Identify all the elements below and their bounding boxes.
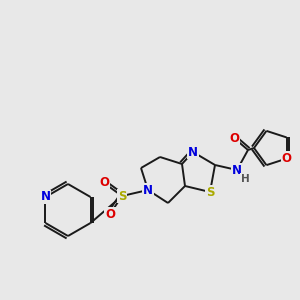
Text: N: N <box>188 146 198 158</box>
Text: S: S <box>206 185 214 199</box>
Text: O: O <box>99 176 109 190</box>
Text: N: N <box>40 190 50 203</box>
Text: N: N <box>143 184 153 196</box>
Text: N: N <box>232 164 242 176</box>
Text: H: H <box>241 174 249 184</box>
Text: S: S <box>118 190 126 202</box>
Text: O: O <box>229 131 239 145</box>
Text: O: O <box>105 208 115 220</box>
Text: O: O <box>282 152 292 165</box>
